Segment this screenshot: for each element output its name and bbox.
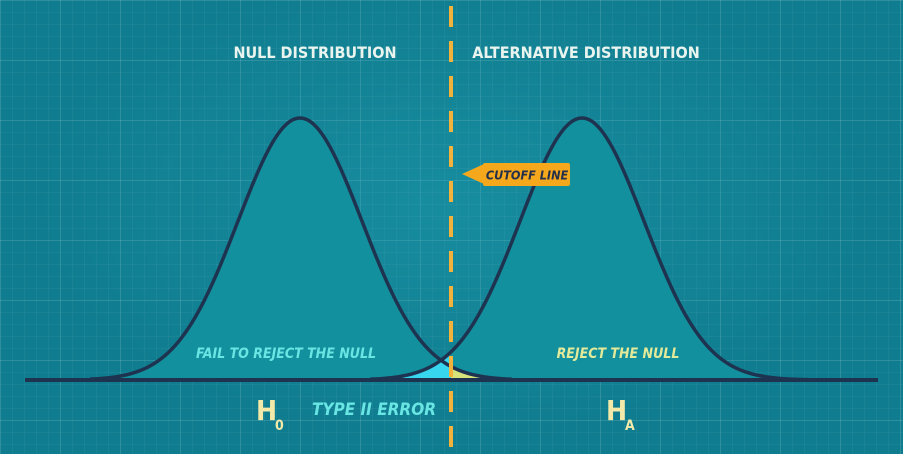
type-ii-error-area [372, 352, 451, 380]
null-hypothesis-symbol: H 0 [256, 394, 284, 434]
alternative-hypothesis-symbol: H A [606, 394, 635, 434]
cutoff-label-tag: CUTOFF LINE [462, 163, 570, 186]
alternative-distribution-title: ALTERNATIVE DISTRIBUTION [472, 43, 700, 62]
alternative-distribution-curve [369, 116, 813, 382]
ha-subscript: A [625, 418, 635, 434]
type-ii-error-label: TYPE II ERROR [312, 400, 436, 420]
null-distribution-title: NULL DISTRIBUTION [233, 43, 396, 62]
h0-letter: H [256, 394, 277, 427]
null-distribution-area [90, 118, 510, 380]
cutoff-label: CUTOFF LINE [486, 168, 569, 183]
fail-to-reject-label: FAIL TO REJECT THE NULL [196, 346, 376, 362]
reject-null-label: REJECT THE NULL [557, 346, 680, 362]
rejection-tail-area [451, 366, 530, 380]
h0-subscript: 0 [275, 418, 284, 434]
alternative-distribution-area [372, 118, 792, 380]
ha-letter: H [606, 394, 627, 427]
